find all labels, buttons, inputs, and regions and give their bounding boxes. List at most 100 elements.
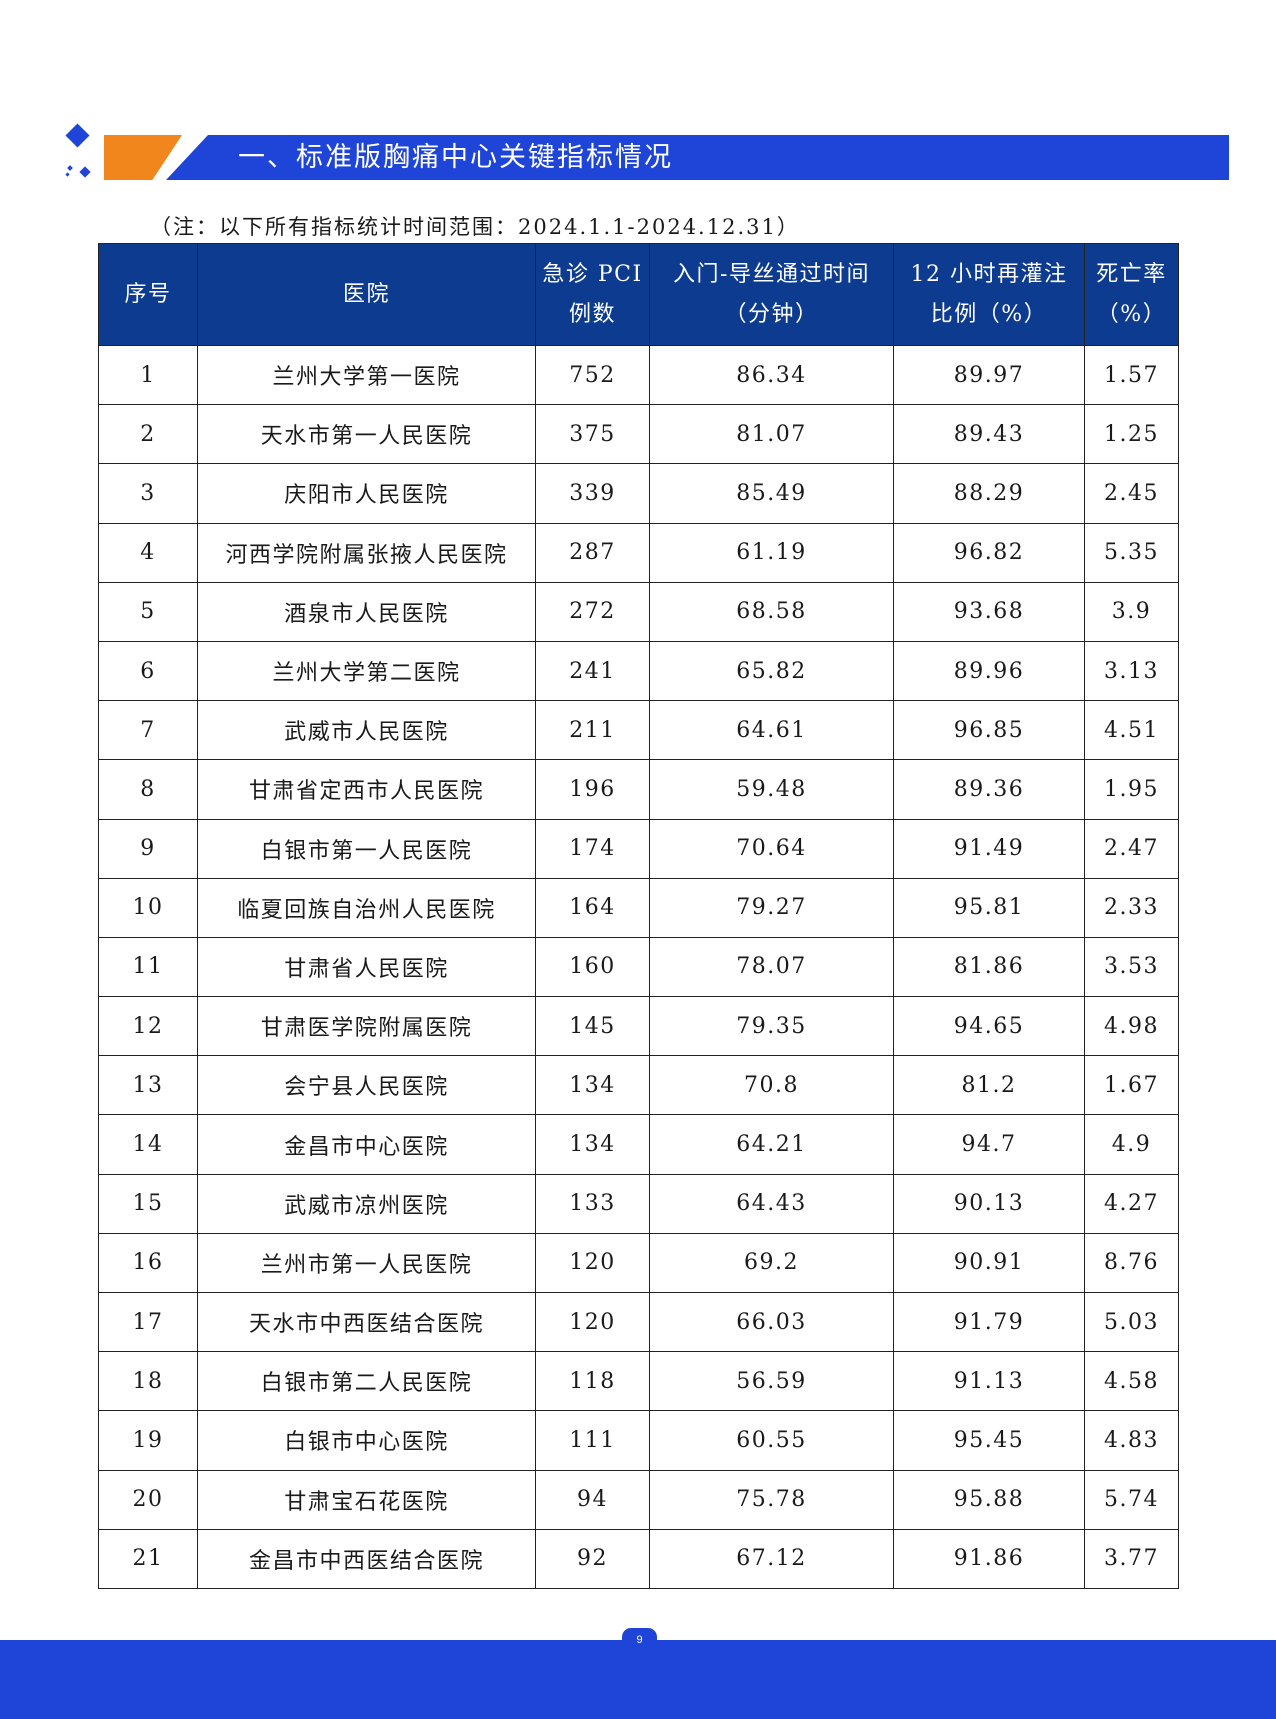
cell-reperfusion-ratio: 81.2 — [893, 1055, 1085, 1116]
cell-door-to-wire-time: 65.82 — [649, 640, 894, 702]
cell-hospital: 兰州大学第二医院 — [197, 640, 536, 702]
cell-door-to-wire-time: 61.19 — [649, 522, 894, 583]
cell-pci-cases: 120 — [535, 1291, 650, 1353]
cell-pci-cases: 174 — [535, 818, 650, 879]
cell-reperfusion-ratio: 95.45 — [893, 1410, 1085, 1471]
cell-reperfusion-ratio: 91.86 — [893, 1528, 1085, 1589]
cell-reperfusion-ratio: 91.79 — [893, 1291, 1085, 1353]
cell-hospital: 白银市中心医院 — [197, 1410, 536, 1471]
time-range-note: （注：以下所有指标统计时间范围：2024.1.1-2024.12.31） — [150, 215, 800, 239]
page-number: 9 — [622, 1628, 657, 1650]
cell-hospital: 兰州大学第一医院 — [197, 344, 536, 406]
heading-orange-accent — [104, 135, 182, 180]
cell-pci-cases: 196 — [535, 759, 650, 820]
cell-hospital: 武威市人民医院 — [197, 700, 536, 761]
cell-index: 16 — [98, 1232, 198, 1294]
cell-reperfusion-ratio: 88.29 — [893, 463, 1085, 524]
cell-door-to-wire-time: 70.8 — [649, 1055, 894, 1116]
heading-blue-bar — [166, 135, 1229, 180]
cell-reperfusion-ratio: 91.13 — [893, 1351, 1085, 1412]
header-reperfusion-ratio: 12 小时再灌注 比例（%） — [893, 243, 1085, 346]
table-row: 20 甘肃宝石花医院 94 75.78 95.88 5.74 — [98, 1469, 1179, 1530]
cell-door-to-wire-time: 86.34 — [649, 344, 894, 406]
cell-mortality: 2.47 — [1084, 818, 1179, 879]
diamond-decoration-icon — [65, 123, 90, 148]
cell-reperfusion-ratio: 95.81 — [893, 877, 1085, 938]
cell-hospital: 酒泉市人民医院 — [197, 581, 536, 642]
cell-index: 21 — [98, 1528, 198, 1589]
cell-pci-cases: 134 — [535, 1114, 650, 1175]
page-footer-bar — [0, 1640, 1276, 1719]
cell-door-to-wire-time: 75.78 — [649, 1469, 894, 1530]
table-row: 14 金昌市中心医院 134 64.21 94.7 4.9 — [98, 1114, 1179, 1175]
cell-mortality: 1.67 — [1084, 1055, 1179, 1116]
cell-door-to-wire-time: 67.12 — [649, 1528, 894, 1589]
cell-hospital: 会宁县人民医院 — [197, 1055, 536, 1116]
cell-pci-cases: 375 — [535, 404, 650, 465]
cell-pci-cases: 118 — [535, 1351, 650, 1412]
cell-pci-cases: 92 — [535, 1528, 650, 1589]
header-pci-cases: 急诊 PCI 例数 — [535, 243, 650, 346]
cell-hospital: 庆阳市人民医院 — [197, 463, 536, 524]
header-mortality: 死亡率 （%） — [1084, 243, 1179, 346]
cell-hospital: 甘肃省人民医院 — [197, 936, 536, 998]
cell-mortality: 5.35 — [1084, 522, 1179, 583]
indicator-table-container: 序号 医院 急诊 PCI 例数 入门-导丝通过时间 （分钟） 12 小时再灌注 … — [98, 243, 1179, 1589]
cell-pci-cases: 133 — [535, 1173, 650, 1234]
cell-mortality: 2.33 — [1084, 877, 1179, 938]
cell-reperfusion-ratio: 95.88 — [893, 1469, 1085, 1530]
cell-mortality: 5.74 — [1084, 1469, 1179, 1530]
cell-hospital: 武威市凉州医院 — [197, 1173, 536, 1234]
cell-pci-cases: 120 — [535, 1232, 650, 1294]
cell-door-to-wire-time: 66.03 — [649, 1291, 894, 1353]
table-row: 10 临夏回族自治州人民医院 164 79.27 95.81 2.33 — [98, 877, 1179, 938]
cell-door-to-wire-time: 56.59 — [649, 1351, 894, 1412]
cell-index: 13 — [98, 1055, 198, 1116]
cell-hospital: 金昌市中心医院 — [197, 1114, 536, 1175]
cell-door-to-wire-time: 81.07 — [649, 404, 894, 465]
table-row: 11 甘肃省人民医院 160 78.07 81.86 3.53 — [98, 936, 1179, 998]
header-hospital: 医院 — [197, 243, 536, 346]
cell-mortality: 3.77 — [1084, 1528, 1179, 1589]
cell-reperfusion-ratio: 94.7 — [893, 1114, 1085, 1175]
cell-pci-cases: 287 — [535, 522, 650, 583]
table-body: 1 兰州大学第一医院 752 86.34 89.97 1.57 2 天水市第一人民医院 375 8… — [98, 344, 1179, 1589]
cell-reperfusion-ratio: 90.13 — [893, 1173, 1085, 1234]
cell-hospital: 金昌市中西医结合医院 — [197, 1528, 536, 1589]
table-row: 13 会宁县人民医院 134 70.8 81.2 1.67 — [98, 1055, 1179, 1116]
cell-pci-cases: 134 — [535, 1055, 650, 1116]
cell-hospital: 天水市中西医结合医院 — [197, 1291, 536, 1353]
cell-hospital: 天水市第一人民医院 — [197, 404, 536, 465]
cell-index: 14 — [98, 1114, 198, 1175]
cell-mortality: 4.27 — [1084, 1173, 1179, 1234]
cell-index: 9 — [98, 818, 198, 879]
cell-door-to-wire-time: 79.35 — [649, 996, 894, 1057]
cell-mortality: 8.76 — [1084, 1232, 1179, 1294]
cell-mortality: 2.45 — [1084, 463, 1179, 524]
cell-hospital: 白银市第二人民医院 — [197, 1351, 536, 1412]
cell-index: 2 — [98, 404, 198, 465]
table-row: 6 兰州大学第二医院 241 65.82 89.96 3.13 — [98, 640, 1179, 702]
cell-reperfusion-ratio: 89.36 — [893, 759, 1085, 820]
cell-mortality: 4.83 — [1084, 1410, 1179, 1471]
cell-mortality: 4.98 — [1084, 996, 1179, 1057]
cell-reperfusion-ratio: 96.85 — [893, 700, 1085, 761]
cell-reperfusion-ratio: 93.68 — [893, 581, 1085, 642]
section-heading: 一、标准版胸痛中心关键指标情况 — [60, 120, 1229, 180]
cell-reperfusion-ratio: 91.49 — [893, 818, 1085, 879]
cell-mortality: 5.03 — [1084, 1291, 1179, 1353]
cell-pci-cases: 211 — [535, 700, 650, 761]
cell-index: 17 — [98, 1291, 198, 1353]
cell-index: 1 — [98, 344, 198, 406]
cell-pci-cases: 272 — [535, 581, 650, 642]
table-row: 2 天水市第一人民医院 375 81.07 89.43 1.25 — [98, 404, 1179, 465]
cell-mortality: 3.53 — [1084, 936, 1179, 998]
cell-mortality: 4.51 — [1084, 700, 1179, 761]
cell-index: 3 — [98, 463, 198, 524]
cell-pci-cases: 94 — [535, 1469, 650, 1530]
cell-mortality: 4.58 — [1084, 1351, 1179, 1412]
dot-decoration-icon — [67, 165, 73, 171]
table-row: 8 甘肃省定西市人民医院 196 59.48 89.36 1.95 — [98, 759, 1179, 820]
cell-pci-cases: 145 — [535, 996, 650, 1057]
header-index: 序号 — [98, 243, 198, 346]
